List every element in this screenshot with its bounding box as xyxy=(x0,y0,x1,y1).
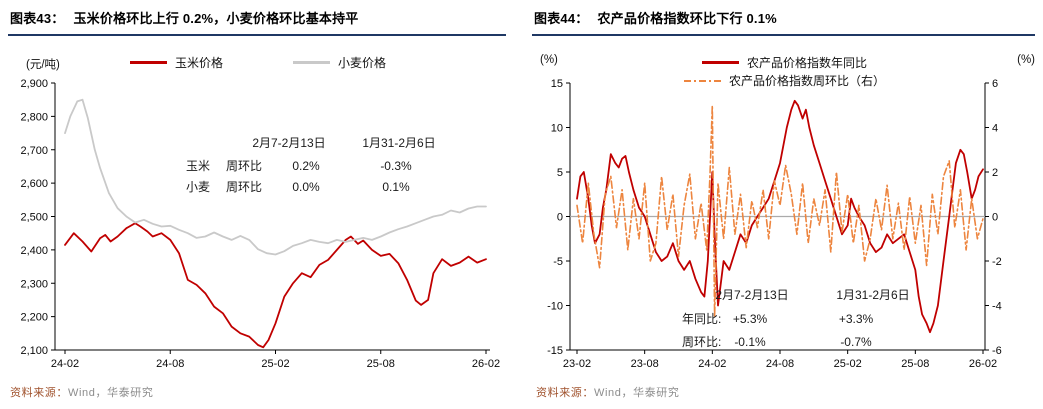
legend-row-wow: 农产品价格指数周环比（右） xyxy=(532,72,1037,89)
legend-label-yoy: 农产品价格指数年同比 xyxy=(746,56,867,70)
svg-text:25-08: 25-08 xyxy=(901,358,929,370)
svg-text:-10: -10 xyxy=(547,301,563,313)
row-metric: 周环比 xyxy=(226,180,263,194)
left-axis-unit-label: (%) xyxy=(540,54,558,66)
row-value-current: 0.0% xyxy=(292,180,320,194)
row-value-current: +5.3% xyxy=(732,312,768,326)
row-name: 玉米 xyxy=(186,159,211,173)
figure-43-label: 图表43： xyxy=(10,11,65,26)
source-label: 资料来源： xyxy=(536,387,594,399)
row-value-current: -0.1% xyxy=(734,335,766,349)
right-axis-unit-label: (%) xyxy=(1017,54,1035,66)
table-row-corn: 玉米 周环比 0.2% -0.3% xyxy=(186,156,464,177)
legend-label-wheat: 小麦价格 xyxy=(338,56,387,70)
svg-text:6: 6 xyxy=(992,78,998,90)
row-name: 年同比: xyxy=(682,312,722,326)
figure-44-title: 图表44： 农产品价格指数环比下行 0.1% xyxy=(534,8,777,27)
svg-text:26-02: 26-02 xyxy=(472,358,500,370)
svg-text:24-02: 24-02 xyxy=(51,358,79,370)
svg-text:2,900: 2,900 xyxy=(20,78,48,90)
svg-text:15: 15 xyxy=(551,78,563,90)
figure-43-title: 图表43： 玉米价格环比上行 0.2%，小麦价格环比基本持平 xyxy=(10,8,359,27)
wow-change-table: 玉米 周环比 0.2% -0.3% 小麦 周环比 0.0% 0.1% xyxy=(186,156,464,198)
table-row-wheat: 小麦 周环比 0.0% 0.1% xyxy=(186,177,464,198)
svg-text:2,300: 2,300 xyxy=(20,278,48,290)
svg-text:2,800: 2,800 xyxy=(20,111,48,123)
svg-text:4: 4 xyxy=(992,123,998,135)
y-axis-unit-label: (元/吨) xyxy=(26,59,60,71)
svg-text:23-02: 23-02 xyxy=(563,358,591,370)
legend-item-corn: 玉米价格 xyxy=(129,54,223,71)
svg-text:-6: -6 xyxy=(992,345,1002,357)
current-week-header: 2月7-2月13日 xyxy=(715,288,789,302)
week-date-headers: 2月7-2月13日 1月31-2月6日 xyxy=(241,134,447,151)
corn-wheat-price-chart: 2,900 2,800 2,700 2,600 2,500 2,400 2,300 2,200… xyxy=(20,78,500,370)
svg-text:-4: -4 xyxy=(992,301,1002,313)
source-text: Wind，华泰研究 xyxy=(594,387,680,399)
svg-text:5: 5 xyxy=(557,167,563,179)
title-divider xyxy=(8,34,506,36)
svg-text:2,500: 2,500 xyxy=(20,212,48,224)
index-change-table: 年同比: +5.3% +3.3% 周环比: -0.1% -0.7% xyxy=(682,308,940,354)
previous-week-header: 1月31-2月6日 xyxy=(836,288,910,302)
legend-item-wheat: 小麦价格 xyxy=(293,54,386,71)
legend-label-wow: 农产品价格指数周环比（右） xyxy=(728,74,885,88)
svg-text:25-08: 25-08 xyxy=(367,358,395,370)
svg-text:2: 2 xyxy=(992,167,998,179)
svg-text:-15: -15 xyxy=(547,345,563,357)
svg-text:2,100: 2,100 xyxy=(20,345,48,357)
source-note: 资料来源：Wind，华泰研究 xyxy=(536,384,679,400)
svg-text:2,700: 2,700 xyxy=(20,145,48,157)
legend-label-corn: 玉米价格 xyxy=(174,56,223,70)
svg-text:24-08: 24-08 xyxy=(156,358,184,370)
figure-44-label: 图表44： xyxy=(534,11,589,26)
svg-text:23-08: 23-08 xyxy=(631,358,659,370)
table-row-wow: 周环比: -0.1% -0.7% xyxy=(682,331,940,354)
row-metric: 周环比 xyxy=(226,159,263,173)
wheat-line-swatch-icon xyxy=(293,61,330,64)
row-name: 周环比: xyxy=(682,335,722,349)
source-label: 资料来源： xyxy=(10,387,68,399)
svg-text:2,600: 2,600 xyxy=(20,178,48,190)
wow-dashdot-swatch-icon xyxy=(683,79,721,82)
yoy-line-swatch-icon xyxy=(701,61,739,64)
svg-text:0: 0 xyxy=(557,212,563,224)
current-week-header: 2月7-2月13日 xyxy=(252,136,326,150)
svg-text:2,200: 2,200 xyxy=(20,312,48,324)
row-name: 小麦 xyxy=(186,180,211,194)
table-row-yoy: 年同比: +5.3% +3.3% xyxy=(682,308,940,331)
figure-44-title-text: 农产品价格指数环比下行 0.1% xyxy=(597,11,777,26)
week-date-headers: 2月7-2月13日 1月31-2月6日 xyxy=(704,286,921,303)
title-divider xyxy=(532,34,1035,36)
figure-44-panel: 图表44： 农产品价格指数环比下行 0.1% (%) (%) 农产品价格指数年同比… xyxy=(532,6,1037,406)
legend: 玉米价格 小麦价格 xyxy=(8,54,508,71)
svg-text:10: 10 xyxy=(551,123,563,135)
svg-text:25-02: 25-02 xyxy=(261,358,289,370)
figure-43-panel: 图表43： 玉米价格环比上行 0.2%，小麦价格环比基本持平 (元/吨) 玉米价格… xyxy=(8,6,508,406)
svg-text:-2: -2 xyxy=(992,256,1002,268)
legend-item-yoy: 农产品价格指数年同比 xyxy=(701,54,867,71)
legend-item-wow: 农产品价格指数周环比（右） xyxy=(683,72,885,89)
svg-text:2,400: 2,400 xyxy=(20,245,48,257)
row-value-current: 0.2% xyxy=(292,159,320,173)
row-value-previous: -0.7% xyxy=(840,335,872,349)
svg-text:24-02: 24-02 xyxy=(698,358,726,370)
svg-text:-5: -5 xyxy=(553,256,563,268)
svg-text:0: 0 xyxy=(992,212,998,224)
legend-row-yoy: 农产品价格指数年同比 xyxy=(532,54,1037,71)
source-text: Wind，华泰研究 xyxy=(68,387,154,399)
row-value-previous: -0.3% xyxy=(380,159,412,173)
svg-text:26-02: 26-02 xyxy=(969,358,997,370)
corn-line-swatch-icon xyxy=(129,61,167,64)
previous-week-header: 1月31-2月6日 xyxy=(362,136,436,150)
agri-price-index-chart: 15 10 5 0 -5 -10 -15 6 4 2 0 -2 -4 -6 23-02 23-08 24-02 2… xyxy=(547,78,1002,370)
row-value-previous: +3.3% xyxy=(838,312,874,326)
row-value-previous: 0.1% xyxy=(382,180,410,194)
svg-text:24-08: 24-08 xyxy=(766,358,794,370)
figure-43-title-text: 玉米价格环比上行 0.2%，小麦价格环比基本持平 xyxy=(73,11,359,26)
source-note: 资料来源：Wind，华泰研究 xyxy=(10,384,153,400)
svg-text:25-02: 25-02 xyxy=(834,358,862,370)
